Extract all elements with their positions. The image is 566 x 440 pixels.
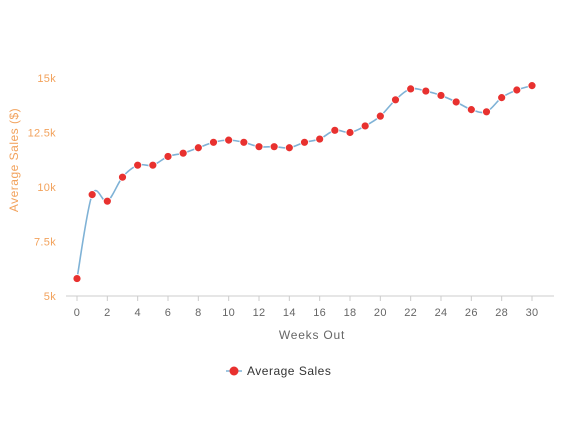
y-tick-label: 5k xyxy=(44,291,56,303)
x-tick-label: 16 xyxy=(313,307,326,319)
x-tick-label: 2 xyxy=(104,307,110,319)
data-point[interactable] xyxy=(527,81,537,91)
data-point[interactable] xyxy=(193,143,203,153)
y-axis-ticks: 5k 7.5k 10k 12.5k 15k xyxy=(28,73,57,303)
data-point[interactable] xyxy=(148,160,158,170)
data-point[interactable] xyxy=(451,97,461,107)
data-point[interactable] xyxy=(102,196,112,206)
data-point[interactable] xyxy=(118,172,127,182)
x-tick-label: 24 xyxy=(435,307,448,319)
data-point[interactable] xyxy=(254,142,264,152)
legend-label: Average Sales xyxy=(247,364,331,378)
data-point[interactable] xyxy=(224,135,234,145)
x-axis-title: Weeks Out xyxy=(279,328,345,342)
data-point[interactable] xyxy=(209,137,218,147)
data-point[interactable] xyxy=(466,105,476,115)
data-point[interactable] xyxy=(360,121,370,131)
data-point[interactable] xyxy=(300,137,309,147)
x-tick-label: 6 xyxy=(165,307,171,319)
data-point[interactable] xyxy=(345,128,355,137)
x-tick-label: 12 xyxy=(253,307,266,319)
x-tick-label: 20 xyxy=(374,307,387,319)
legend-marker-swatch xyxy=(229,366,239,376)
x-tick-label: 26 xyxy=(465,307,478,319)
data-point[interactable] xyxy=(269,142,279,152)
data-point[interactable] xyxy=(87,190,97,200)
data-point[interactable] xyxy=(406,84,416,94)
x-tick-label: 0 xyxy=(74,307,80,319)
data-point[interactable] xyxy=(482,107,491,117)
data-point[interactable] xyxy=(239,137,249,147)
x-tick-label: 14 xyxy=(283,307,296,319)
y-tick-label: 7.5k xyxy=(34,237,56,249)
data-point[interactable] xyxy=(391,95,400,105)
x-tick-label: 22 xyxy=(404,307,417,319)
series-layer xyxy=(72,81,537,283)
legend[interactable]: Average Sales xyxy=(226,364,331,378)
x-tick-label: 8 xyxy=(195,307,201,319)
data-point[interactable] xyxy=(375,111,385,121)
data-point[interactable] xyxy=(133,160,143,170)
x-axis-ticks: 0 2 4 6 8 10 12 14 16 18 20 22 24 26 28 30 xyxy=(74,296,539,319)
x-tick-label: 18 xyxy=(344,307,357,319)
data-point[interactable] xyxy=(163,152,173,161)
x-tick-label: 10 xyxy=(222,307,235,319)
x-tick-label: 30 xyxy=(526,307,539,319)
data-point[interactable] xyxy=(315,134,325,144)
x-tick-label: 28 xyxy=(495,307,508,319)
data-point[interactable] xyxy=(72,274,82,283)
data-point[interactable] xyxy=(497,93,507,103)
series-line-average-sales xyxy=(76,84,533,279)
y-tick-label: 15k xyxy=(37,73,56,85)
data-point[interactable] xyxy=(512,85,522,95)
y-axis-title: Average Sales ($) xyxy=(7,108,21,212)
data-point[interactable] xyxy=(421,86,431,96)
y-tick-label: 12.5k xyxy=(28,128,57,140)
y-tick-label: 10k xyxy=(37,182,56,194)
data-point[interactable] xyxy=(330,125,340,135)
x-tick-label: 4 xyxy=(134,307,140,319)
data-point[interactable] xyxy=(436,91,446,100)
data-point[interactable] xyxy=(284,143,294,153)
data-point[interactable] xyxy=(178,148,188,158)
